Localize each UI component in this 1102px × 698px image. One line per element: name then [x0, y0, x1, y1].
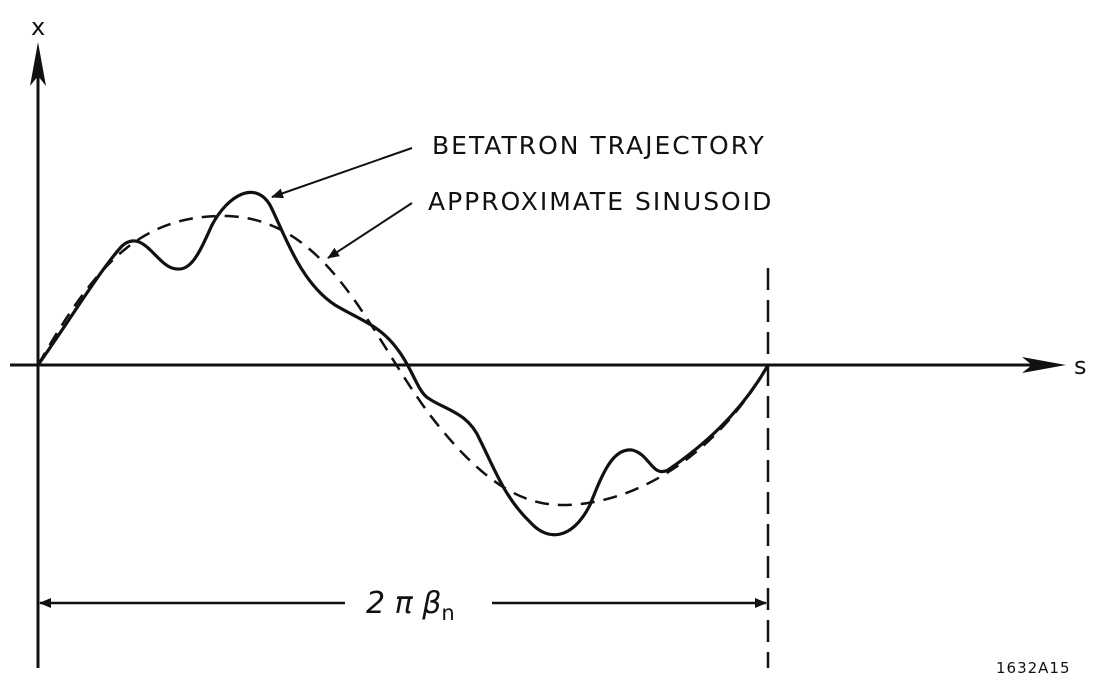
period-label: 2 π βn: [366, 586, 455, 625]
period-label-main: 2 π β: [366, 586, 441, 621]
sinusoid-leader-arrow: [327, 202, 413, 259]
y-axis-label: x: [31, 13, 45, 41]
trajectory-leader-arrow: [271, 147, 413, 199]
period-label-subscript: n: [441, 601, 454, 625]
betatron-trajectory-label: BETATRON TRAJECTORY: [432, 131, 766, 160]
y-axis-arrowhead: [30, 42, 46, 86]
s-axis-arrowhead: [1022, 357, 1066, 373]
approximate-sinusoid-label: APPROXIMATE SINUSOID: [428, 187, 773, 216]
betatron-trajectory-curve: [36, 191, 770, 537]
approximate-sinusoid-curve: [36, 214, 770, 507]
figure-code: 1632A15: [996, 659, 1071, 677]
s-axis-label: s: [1074, 352, 1087, 380]
